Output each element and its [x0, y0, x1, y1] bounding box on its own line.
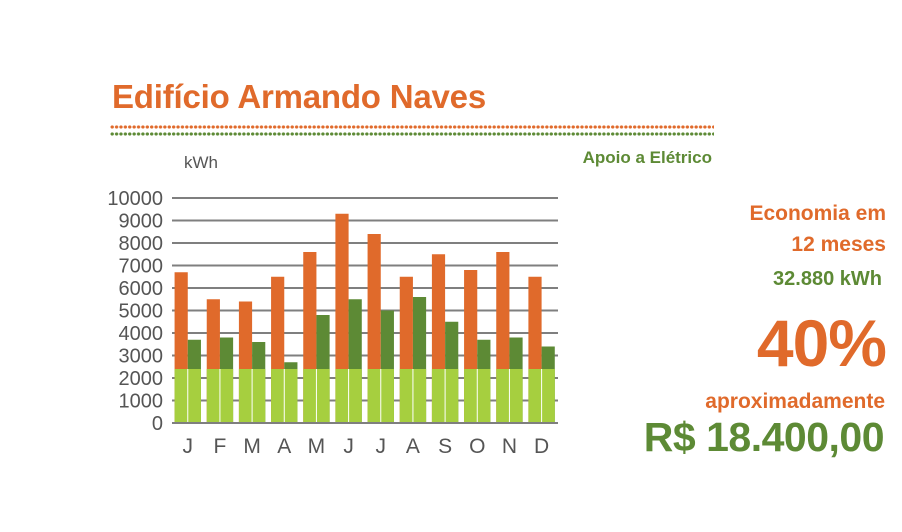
y-tick-label: 3000	[119, 346, 164, 368]
y-tick-label: 10000	[107, 188, 163, 210]
savings-percentage: 40%	[756, 306, 887, 380]
x-tick-label: J	[343, 435, 354, 458]
x-tick-label: A	[406, 435, 420, 458]
x-tick-label: J	[376, 435, 387, 458]
x-tick-label: S	[438, 435, 452, 458]
chart-subtitle: Apoio a Elétrico	[582, 148, 712, 167]
orange-dotted-divider	[110, 125, 714, 129]
economy-label-line2: 12 meses	[791, 233, 886, 256]
money-saved-value: R$ 18.400,00	[643, 414, 885, 460]
y-tick-label: 1000	[119, 391, 164, 413]
y-tick-label: 5000	[119, 301, 164, 323]
approximately-label: aproximadamente	[705, 390, 885, 413]
x-tick-label: M	[243, 435, 261, 458]
green-dotted-divider	[110, 132, 714, 136]
y-tick-label: 2000	[119, 368, 164, 390]
economy-label: Economia em 12 meses	[749, 198, 886, 260]
economy-label-line1: Economia em	[749, 202, 886, 225]
x-tick-label: O	[469, 435, 485, 458]
y-tick-label: 8000	[119, 233, 164, 255]
y-tick-label: 4000	[119, 323, 164, 345]
energy-saved-value: 32.880 kWh	[773, 268, 882, 290]
y-tick-label: 7000	[119, 256, 164, 278]
y-tick-label: 0	[152, 413, 163, 435]
x-tick-label: F	[214, 435, 227, 458]
x-tick-label: M	[308, 435, 326, 458]
page-title: Edifício Armando Naves	[112, 78, 486, 115]
x-tick-label: J	[183, 435, 194, 458]
y-tick-label: 9000	[119, 211, 164, 233]
x-tick-label: D	[534, 435, 549, 458]
x-tick-label: A	[277, 435, 291, 458]
y-tick-label: 6000	[119, 278, 164, 300]
x-tick-label: N	[502, 435, 517, 458]
y-axis-unit-label: kWh	[184, 153, 218, 172]
